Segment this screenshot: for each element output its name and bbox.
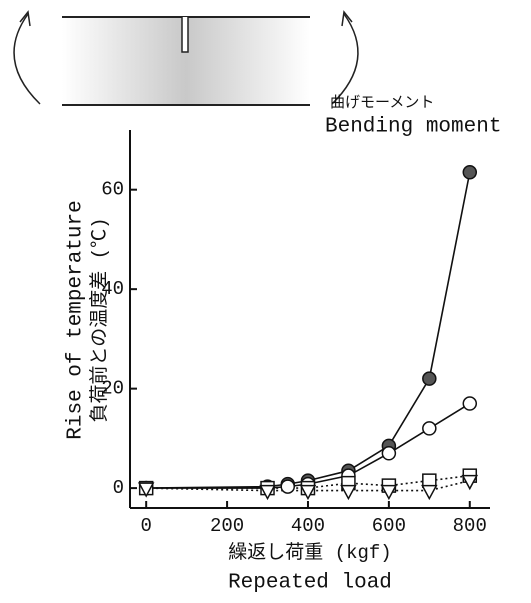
x-tick-label: 400: [291, 515, 325, 537]
specimen: [13, 10, 359, 106]
data-point: [299, 484, 317, 501]
data-point: [462, 165, 478, 180]
x-axis-label: 繰返し荷重 (kgf): [228, 541, 391, 564]
y-axis-label: Rise of temperature: [65, 200, 88, 439]
data-point: [381, 446, 397, 461]
diagram-label: Bending moment: [325, 116, 501, 139]
diagram-label: 曲げモーメント: [330, 94, 434, 112]
data-point: [422, 421, 437, 436]
data-point: [137, 482, 155, 498]
data-point: [462, 396, 478, 411]
data-point: [421, 484, 438, 501]
data-point: [380, 484, 398, 501]
y-tick-label: 40: [101, 278, 124, 300]
x-tick-label: 800: [453, 515, 487, 537]
y-tick-label: 0: [113, 477, 124, 499]
data-point: [259, 484, 276, 501]
y-tick-label: 20: [101, 378, 124, 400]
y-tick-label: 60: [101, 179, 124, 201]
data-point: [280, 479, 296, 494]
x-tick-label: 600: [372, 515, 406, 537]
data-point: [422, 371, 437, 386]
x-axis-label: Repeated load: [228, 572, 392, 595]
x-tick-label: 0: [140, 515, 151, 537]
data-point: [461, 474, 479, 491]
series-line: [146, 172, 471, 489]
y-axis-label: 負荷前との温度差 (℃): [88, 217, 111, 422]
data-point: [340, 484, 357, 501]
x-tick-label: 200: [210, 515, 244, 537]
